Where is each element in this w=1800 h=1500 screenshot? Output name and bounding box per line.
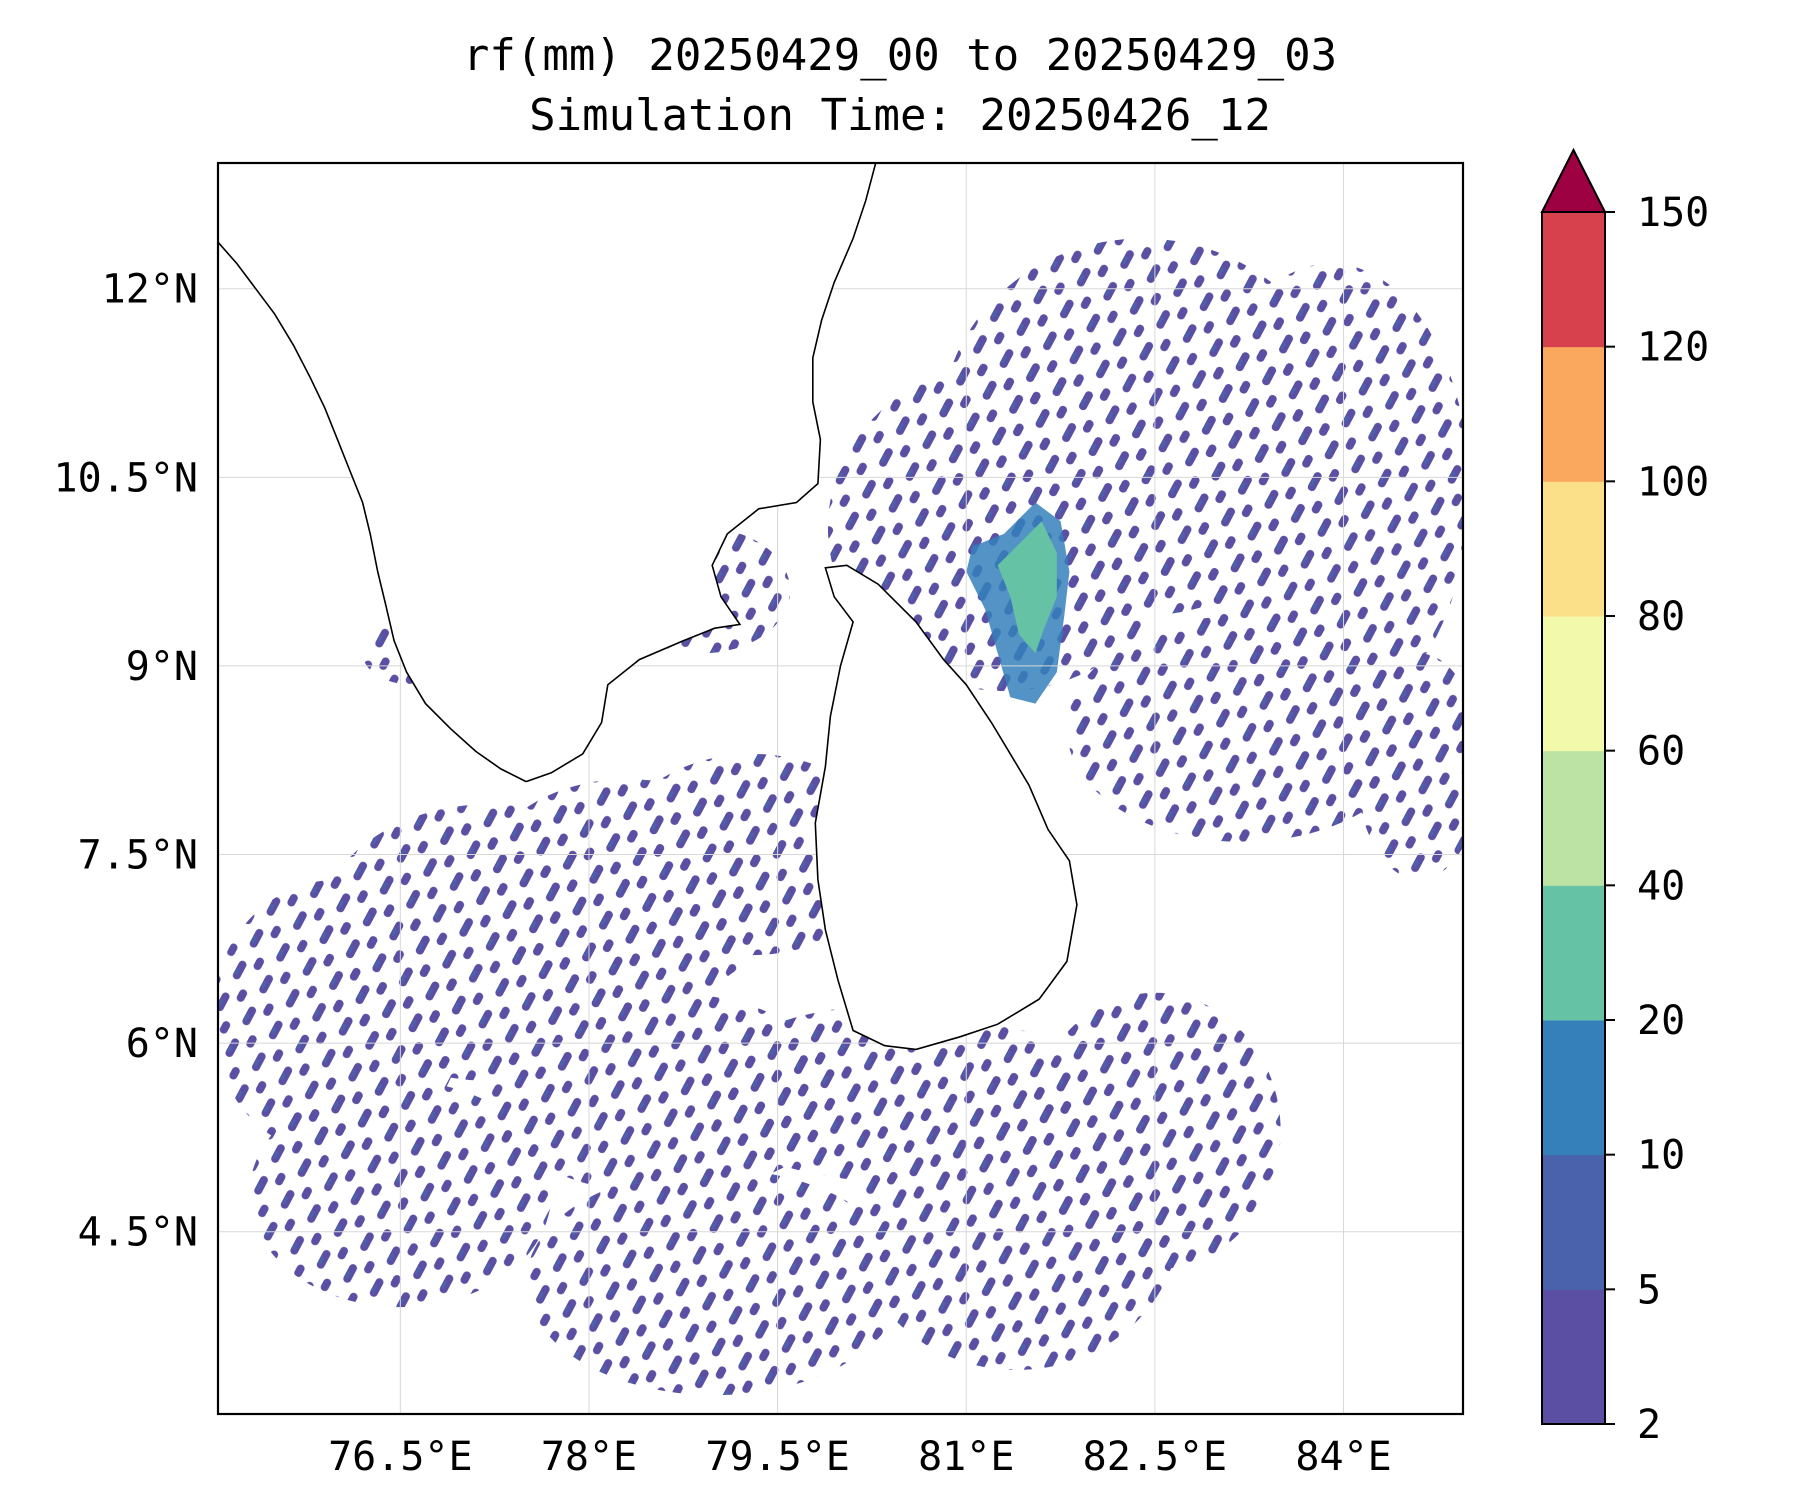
colorbar-frame [1541,211,1606,1425]
india-land [218,163,876,782]
rain-region-12 [827,364,1181,692]
lat-tick-label: 9°N [126,644,198,690]
rain-region-14 [1356,653,1463,880]
sri-lanka-coastline [814,564,1078,1051]
india-east-coastline [525,163,877,783]
rain-region-8 [526,1168,904,1396]
colorbar-segment [1542,346,1605,482]
lon-tick-label: 82.5°E [1083,1434,1228,1480]
lon-tick-label: 84°E [1295,1434,1391,1480]
rain-region-11 [1192,263,1463,717]
colorbar-segment [1542,481,1605,617]
coastline [218,163,1078,1051]
colorbar-tick-label: 10 [1637,1133,1685,1179]
lon-tick-label: 81°E [918,1434,1014,1480]
colorbar: 2 5 10 20 40 60 80 100 120 150 [1540,147,1709,1448]
colorbar-tick-label: 60 [1637,729,1685,775]
colorbar-segment [1542,616,1605,752]
map-title-line1: rf(mm) 20250429_00 to 20250429_03 [462,30,1338,81]
colorbar-segment [1542,1289,1605,1425]
lat-tick-label: 12°N [102,267,198,313]
colorbar-segment [1542,212,1605,348]
colorbar-segment [1542,1020,1605,1156]
colorbar-tick-label: 40 [1637,863,1685,909]
colorbar-extend-arrow [1540,147,1607,213]
colorbar-tick-label: 80 [1637,594,1685,640]
colorbar-tick-label: 5 [1637,1267,1661,1313]
india-west-coastline [218,241,527,783]
latitude-ticks: 12°N 10.5°N 9°N 7.5°N 6°N 4.5°N [54,267,199,1256]
colorbar-tick-label: 100 [1637,459,1709,505]
map-frame [216,161,1465,1416]
longitude-ticks: 76.5°E 78°E 79.5°E 81°E 82.5°E 84°E [328,1434,1392,1480]
colorbar-tick-label: 120 [1637,325,1709,371]
lat-tick-label: 7.5°N [78,833,198,879]
colorbar-tick-label: 150 [1637,190,1709,236]
lon-tick-label: 79.5°E [705,1434,850,1480]
colorbar-segment [1542,750,1605,886]
map-title-line2: Simulation Time: 20250426_12 [529,90,1271,141]
heavy-rain-core [997,521,1057,654]
lat-tick-label: 4.5°N [78,1210,198,1256]
lon-tick-label: 78°E [541,1434,637,1480]
colorbar-segment [1542,1154,1605,1290]
colorbar-tick-label: 2 [1637,1402,1661,1448]
lon-tick-label: 76.5°E [328,1434,473,1480]
map-area [218,163,1463,1414]
lat-tick-label: 10.5°N [54,455,199,501]
colorbar-segment [1542,885,1605,1021]
lat-tick-label: 6°N [126,1021,198,1067]
colorbar-tick-label: 20 [1637,998,1685,1044]
